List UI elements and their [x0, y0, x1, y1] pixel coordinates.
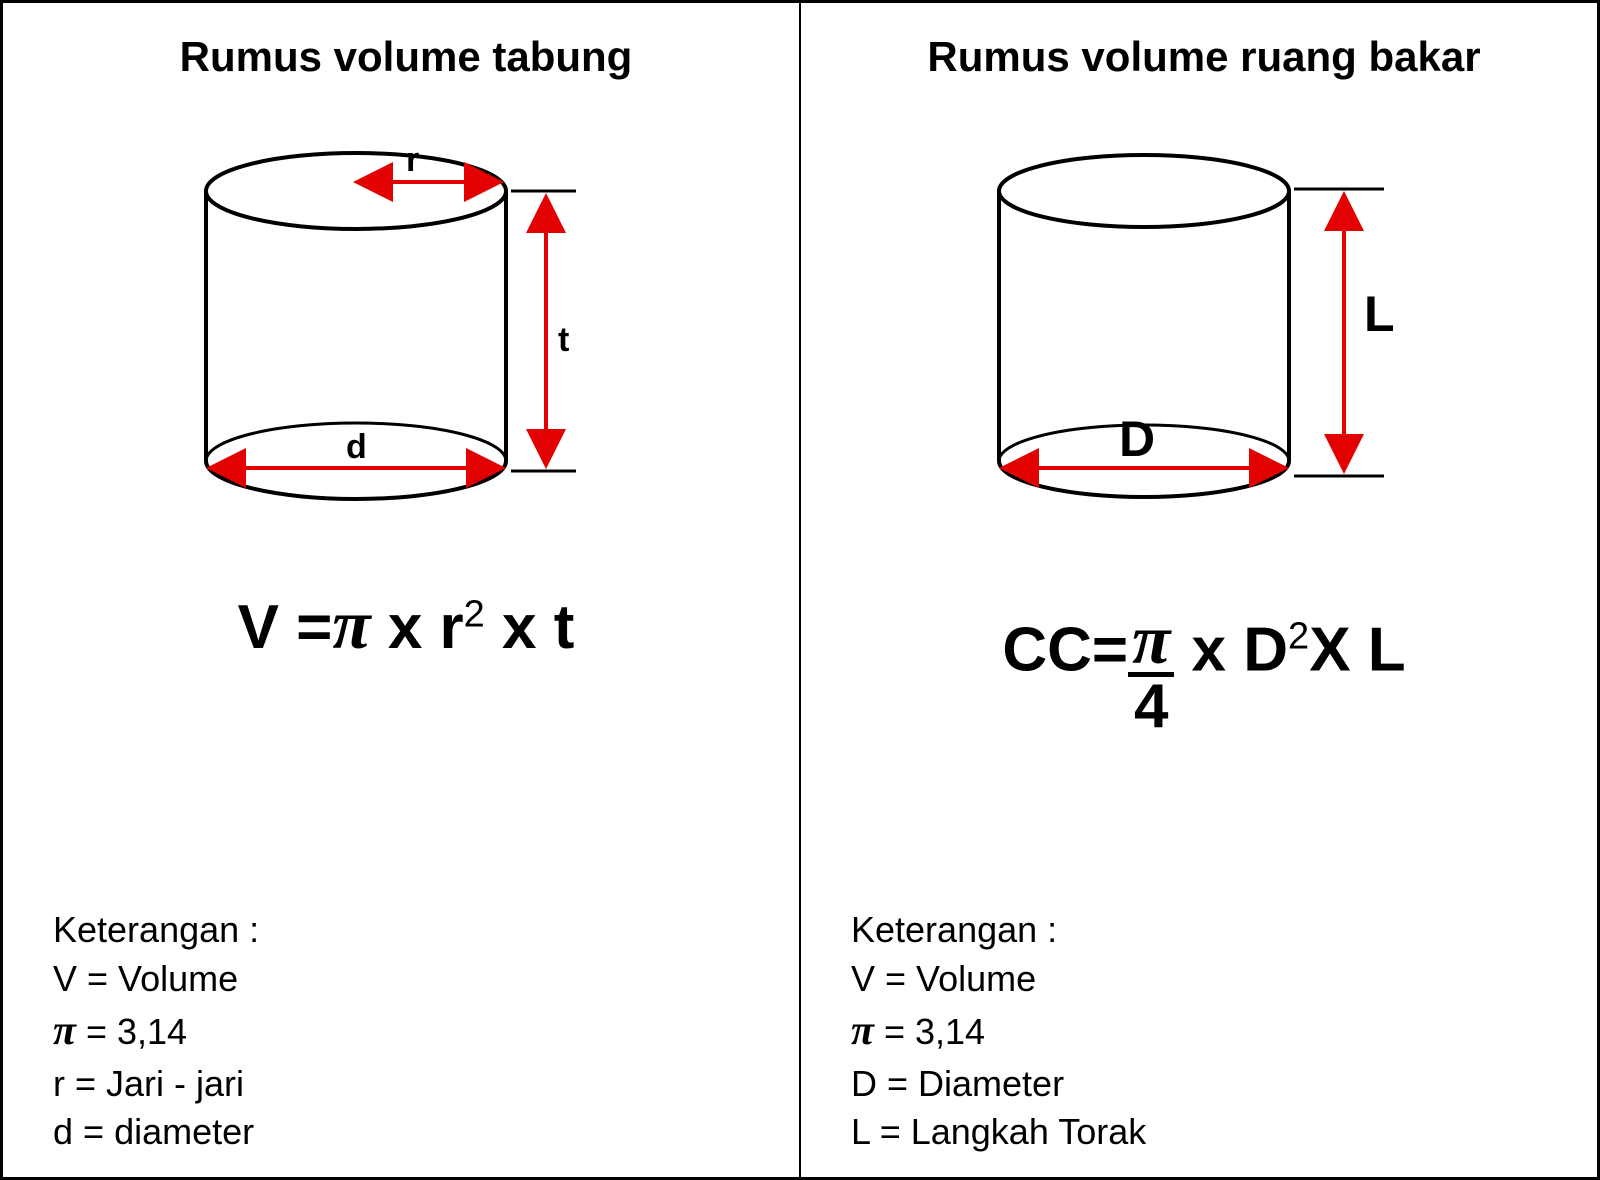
formula-left: V =π x r2 x t	[43, 591, 769, 661]
title-left: Rumus volume tabung	[43, 33, 769, 81]
legend-l3-txt: = Diameter	[877, 1063, 1064, 1104]
pi-symbol: π	[332, 587, 370, 664]
legend-right: Keterangan : V = Volume π = 3,14 D = Dia…	[841, 906, 1567, 1157]
formula-exp1: 2	[464, 593, 485, 635]
legend-l2-txt: = 3,14	[86, 1011, 187, 1052]
legend-l4-sym: d	[53, 1111, 73, 1152]
formula-mult2: x	[502, 593, 536, 662]
legend-l3-sym: r	[53, 1063, 65, 1104]
formula-var2: t	[554, 593, 575, 662]
formula-var1: D	[1243, 615, 1288, 684]
label-t: t	[558, 321, 569, 359]
legend-l3-sym: D	[851, 1063, 877, 1104]
panel-ruang-bakar: Rumus volume ruang bakar	[800, 0, 1600, 1180]
formula-var1: r	[440, 593, 464, 662]
title-right: Rumus volume ruang bakar	[841, 33, 1567, 81]
panel-tabung: Rumus volume tabung	[0, 0, 800, 1180]
label-L: L	[1364, 286, 1395, 342]
cylinder-diagram-right: D L	[841, 111, 1567, 551]
legend-l4-sym: L	[851, 1111, 870, 1152]
legend-left: Keterangan : V = Volume π = 3,14 r = Jar…	[43, 906, 769, 1157]
label-r: r	[406, 141, 419, 179]
formula-lhs: V =	[238, 593, 333, 662]
formula-den: 4	[1128, 677, 1174, 735]
label-d: d	[346, 428, 367, 466]
formula-lhs: CC=	[1002, 615, 1128, 684]
legend-heading: Keterangan :	[53, 906, 769, 955]
diagram-container: Rumus volume tabung	[0, 0, 1600, 1180]
pi-symbol: π	[1132, 602, 1170, 679]
formula-right: CC=π4 x D2X L	[841, 591, 1567, 717]
legend-l1-txt: = Volume	[87, 958, 238, 999]
legend-l1-sym: V	[851, 958, 875, 999]
label-D: D	[1119, 411, 1155, 467]
legend-l3-txt: = Jari - jari	[65, 1063, 244, 1104]
legend-l1-sym: V	[53, 958, 77, 999]
formula-var2: L	[1368, 615, 1406, 684]
legend-l1-txt: = Volume	[885, 958, 1036, 999]
legend-l4-txt: = diameter	[83, 1111, 254, 1152]
legend-l2-txt: = 3,14	[884, 1011, 985, 1052]
formula-mult: x	[388, 593, 422, 662]
pi-symbol-small: π	[53, 1008, 76, 1054]
formula-mult1: x	[1192, 615, 1226, 684]
legend-heading: Keterangan :	[851, 906, 1567, 955]
legend-l4-txt: = Langkah Torak	[870, 1111, 1147, 1152]
cylinder-diagram-left: r d t	[43, 111, 769, 551]
formula-exp1: 2	[1288, 616, 1309, 658]
pi-symbol-small: π	[851, 1008, 874, 1054]
formula-mult2: X	[1309, 615, 1350, 684]
